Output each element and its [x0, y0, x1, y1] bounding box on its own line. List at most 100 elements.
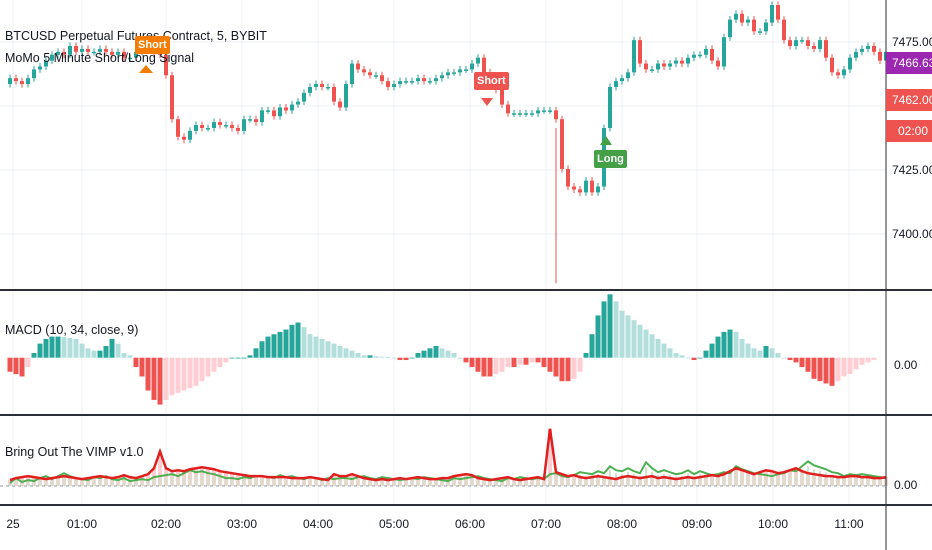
macd-bar — [7, 357, 13, 372]
vimp-green-column — [57, 478, 59, 486]
macd-bar — [199, 357, 205, 382]
vimp-green-column — [627, 471, 629, 486]
vimp-green-column — [861, 476, 863, 486]
macd-bar — [661, 343, 667, 358]
vimp-green-column — [465, 479, 467, 486]
macd-bar — [781, 357, 787, 359]
vimp-green-column — [681, 475, 683, 486]
candle-body — [524, 113, 528, 115]
macd-bar — [475, 357, 481, 372]
macd-bar — [871, 357, 877, 361]
vimp-green-column — [675, 476, 677, 486]
macd-bar — [553, 357, 559, 377]
study-title[interactable]: MoMo 5 Minute Short/Long Signal — [5, 51, 194, 65]
macd-bar — [763, 345, 769, 358]
vimp-green-column — [603, 475, 605, 486]
vimp-green-column — [375, 480, 377, 486]
candle-body — [626, 72, 630, 79]
candle-body — [824, 40, 828, 58]
macd-bar — [433, 345, 439, 358]
candle-body — [254, 119, 258, 123]
macd-bar — [349, 350, 355, 358]
macd-bar — [115, 343, 121, 358]
vimp-red-line — [9, 428, 887, 482]
candle-body — [620, 78, 624, 82]
macd-bar — [67, 337, 73, 358]
vimp-zero-label: 0.00 — [894, 478, 918, 492]
macd-bar — [691, 357, 697, 361]
vimp-green-column — [735, 470, 737, 486]
countdown-text: 02:00 — [898, 124, 928, 138]
macd-zero-label: 0.00 — [894, 358, 918, 372]
candle-body — [446, 72, 450, 76]
vimp-red-column — [230, 473, 234, 486]
macd-bar — [745, 343, 751, 358]
long-signal-arrow — [600, 136, 612, 145]
vimp-green-column — [183, 475, 185, 486]
candle-body — [128, 57, 132, 60]
close-price-tag — [886, 89, 932, 111]
macd-title[interactable]: MACD (10, 34, close, 9) — [5, 323, 139, 337]
macd-bar — [391, 357, 397, 359]
vimp-green-column — [471, 478, 473, 486]
macd-bar — [817, 357, 823, 382]
candle-body — [92, 51, 96, 54]
macd-bar — [859, 357, 865, 365]
vimp-green-column — [63, 475, 65, 486]
macd-bar — [721, 331, 727, 358]
vimp-green-column — [483, 479, 485, 486]
vimp-green-column — [381, 478, 383, 486]
time-tick-label: 25 — [6, 517, 20, 531]
vimp-green-column — [51, 480, 53, 486]
macd-bar — [271, 334, 277, 358]
candle-body — [644, 63, 648, 70]
candle-body — [452, 72, 456, 74]
candle-body — [212, 122, 216, 128]
candle-body — [812, 45, 816, 49]
macd-bar — [427, 348, 433, 358]
macd-bar — [799, 357, 805, 368]
macd-bar — [241, 357, 247, 359]
candle-body — [242, 119, 246, 131]
macd-bar — [451, 353, 457, 358]
macd-bar — [229, 357, 235, 359]
candle-body — [458, 69, 462, 73]
macd-bar — [235, 357, 241, 359]
macd-bar — [457, 357, 463, 359]
vimp-green-column — [633, 474, 635, 486]
macd-pane[interactable] — [7, 294, 877, 405]
vimp-green-column — [399, 481, 401, 486]
time-tick-label: 11:00 — [834, 517, 863, 531]
candle-body — [20, 81, 24, 85]
macd-bar — [529, 357, 535, 363]
vimp-green-column — [693, 476, 695, 486]
candle-body — [68, 45, 72, 55]
last-price-text: 7466.63 — [892, 56, 932, 70]
candle-body — [518, 113, 522, 115]
vimp-green-column — [831, 474, 833, 486]
vimp-title[interactable]: Bring Out The VIMP v1.0 — [5, 445, 144, 459]
vimp-green-column — [783, 475, 785, 486]
vimp-green-column — [243, 478, 245, 486]
macd-bar — [307, 334, 313, 358]
vimp-green-column — [159, 478, 161, 486]
vimp-green-column — [393, 480, 395, 486]
candle-body — [794, 40, 798, 46]
candle-body — [854, 51, 858, 58]
vimp-green-column — [189, 473, 191, 486]
vimp-green-column — [819, 471, 821, 486]
macd-bar — [613, 301, 619, 358]
candle-body — [320, 84, 324, 87]
candle-body — [530, 113, 534, 115]
vimp-green-column — [105, 478, 107, 486]
macd-bar — [19, 357, 25, 377]
candle-body — [248, 119, 252, 121]
macd-bar — [733, 331, 739, 358]
candle-body — [548, 110, 552, 112]
macd-bar — [787, 357, 793, 361]
vimp-pane[interactable] — [0, 428, 888, 487]
price-tick-label: 7475.00 — [892, 35, 932, 49]
time-tick-label: 06:00 — [455, 517, 485, 531]
vimp-green-column — [777, 476, 779, 486]
